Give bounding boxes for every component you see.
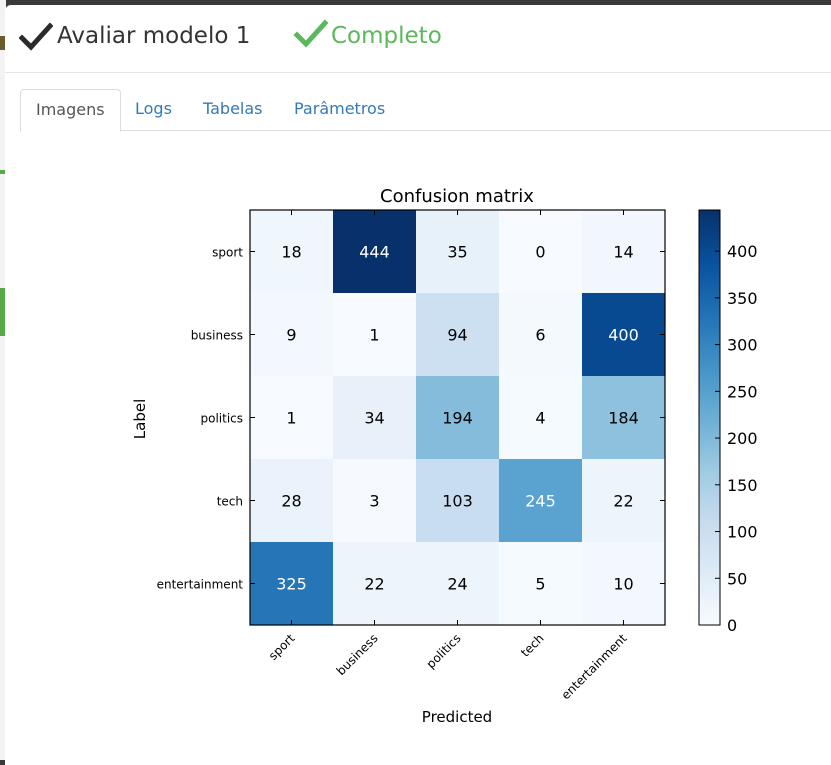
heatmap-cell xyxy=(499,376,583,460)
modal-dialog: Avaliar modelo 1 Completo Imagens Logs T… xyxy=(5,5,831,765)
tab-tabelas[interactable]: Tabelas xyxy=(203,99,263,118)
cell-value-label: 4 xyxy=(535,409,545,428)
x-tick-label: business xyxy=(334,631,381,678)
cell-value-label: 444 xyxy=(359,243,390,262)
cell-value-label: 18 xyxy=(281,243,301,262)
cell-value-label: 35 xyxy=(447,243,467,262)
y-tick-label: tech xyxy=(217,495,243,509)
cell-value-label: 5 xyxy=(535,575,545,594)
heatmap-cell xyxy=(582,376,666,460)
heatmap-cell xyxy=(416,210,500,294)
cell-value-label: 194 xyxy=(442,409,473,428)
cell-value-label: 1 xyxy=(286,409,296,428)
heatmap-cell xyxy=(582,210,666,294)
heatmap-cell xyxy=(499,210,583,294)
x-tick-label: sport xyxy=(266,631,298,663)
tab-imagens[interactable]: Imagens xyxy=(20,89,121,132)
x-tick-label: entertainment xyxy=(559,631,630,702)
cell-value-label: 14 xyxy=(613,243,633,262)
cell-value-label: 22 xyxy=(613,492,633,511)
tab-logs[interactable]: Logs xyxy=(135,99,172,118)
heatmap-cell xyxy=(250,459,334,543)
cell-value-label: 1 xyxy=(369,326,379,345)
colorbar-tick-label: 0 xyxy=(727,616,737,635)
heatmap-cell xyxy=(582,542,666,626)
y-tick-label: sport xyxy=(212,246,243,260)
colorbar-tick-label: 250 xyxy=(727,382,758,401)
y-tick-label: entertainment xyxy=(157,578,244,592)
cell-value-label: 9 xyxy=(286,326,296,345)
colorbar-tick-label: 400 xyxy=(727,242,758,261)
cell-value-label: 184 xyxy=(608,409,639,428)
colorbar-tick-label: 300 xyxy=(727,336,758,355)
background-fragment xyxy=(0,36,5,50)
cell-value-label: 245 xyxy=(525,492,556,511)
cell-value-label: 103 xyxy=(442,492,473,511)
y-axis-label: Label xyxy=(131,399,149,439)
cell-value-label: 6 xyxy=(535,326,545,345)
heatmap-cell xyxy=(416,293,500,377)
heatmap-cell xyxy=(416,542,500,626)
colorbar xyxy=(698,209,721,626)
check-icon xyxy=(19,22,53,51)
cell-value-label: 34 xyxy=(364,409,384,428)
heatmap-cell xyxy=(333,459,417,543)
heatmap-cell xyxy=(250,376,334,460)
cell-value-label: 325 xyxy=(276,575,307,594)
heatmap-cell xyxy=(250,542,334,626)
modal-header: Avaliar modelo 1 Completo xyxy=(5,5,831,73)
cell-value-label: 94 xyxy=(447,326,467,345)
heatmap-cell xyxy=(333,293,417,377)
colorbar-tick-label: 100 xyxy=(727,523,758,542)
x-tick-label: tech xyxy=(518,631,546,659)
background-fragment xyxy=(0,170,6,174)
heatmap-cell xyxy=(333,542,417,626)
modal-title: Avaliar modelo 1 xyxy=(57,23,251,49)
colorbar-tick-label: 50 xyxy=(727,569,747,588)
heatmap-cell xyxy=(333,376,417,460)
cell-value-label: 10 xyxy=(613,575,633,594)
heatmap-cell xyxy=(499,542,583,626)
cell-value-label: 24 xyxy=(447,575,467,594)
cell-value-label: 0 xyxy=(535,243,545,262)
check-icon xyxy=(293,19,329,48)
status-label: Completo xyxy=(331,23,442,49)
tab-parametros[interactable]: Parâmetros xyxy=(294,99,386,118)
heatmap-cell xyxy=(333,210,417,294)
heatmap-cell xyxy=(416,376,500,460)
tab-bar: Imagens Logs Tabelas Parâmetros xyxy=(20,89,831,132)
confusion-matrix-chart: Confusion matrix Label Predicted 18 444 35… xyxy=(131,186,758,726)
y-tick-label: business xyxy=(191,329,243,343)
background-fragment xyxy=(0,288,5,336)
x-tick-label: politics xyxy=(424,631,464,671)
cell-value-label: 3 xyxy=(369,492,379,511)
cell-value-label: 22 xyxy=(364,575,384,594)
chart-title: Confusion matrix xyxy=(380,186,534,207)
colorbar-tick-label: 150 xyxy=(727,476,758,495)
colorbar-tick-label: 350 xyxy=(727,289,758,308)
heatmap-cell xyxy=(499,459,583,543)
y-tick-label: politics xyxy=(200,412,243,426)
heatmap-cell xyxy=(250,210,334,294)
cell-value-label: 28 xyxy=(281,492,301,511)
cell-value-label: 400 xyxy=(608,326,639,345)
x-axis-label: Predicted xyxy=(422,708,492,726)
heatmap-cell xyxy=(416,459,500,543)
heatmap-cell xyxy=(250,293,334,377)
heatmap-cell xyxy=(499,293,583,377)
heatmap-cell xyxy=(582,459,666,543)
background-page-strip xyxy=(0,0,6,760)
heatmap-cell xyxy=(582,293,666,377)
colorbar-tick-label: 200 xyxy=(727,429,758,448)
